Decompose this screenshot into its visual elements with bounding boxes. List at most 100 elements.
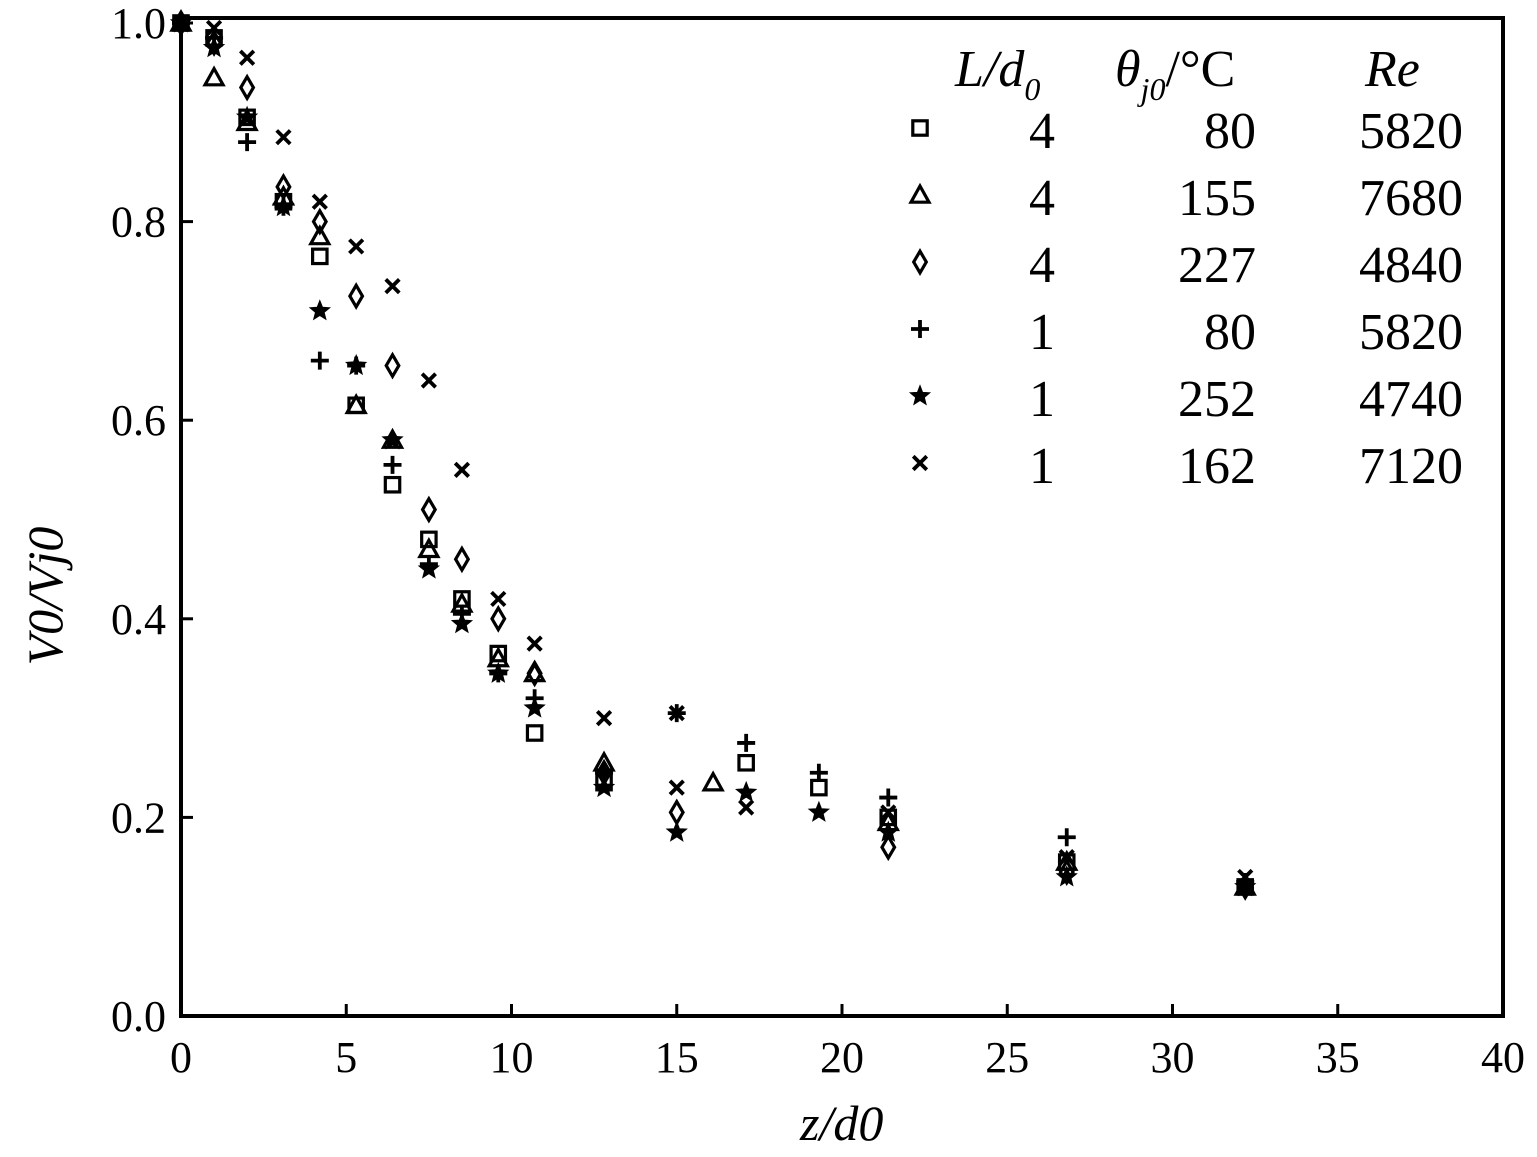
data-point-star (735, 780, 758, 803)
data-point-square (420, 530, 438, 549)
data-point-square (737, 753, 755, 772)
y-axis-title: V0/Vj0 (17, 527, 73, 666)
legend: L/d0 θj0/°C Re 4 80 5820 4 155 7680 4 227 4840 1 8… (908, 41, 1463, 495)
legend-ld0: 4 (1029, 170, 1055, 227)
data-point-cross (384, 278, 401, 295)
data-point-cross (1237, 868, 1254, 886)
data-point-star (450, 612, 474, 634)
x-tick-label: 10 (490, 1033, 534, 1082)
legend-row-plus: 1 80 5820 (911, 304, 1463, 361)
data-point-star (592, 775, 616, 798)
legend-theta: 162 (1178, 438, 1256, 495)
data-point-square (810, 778, 828, 797)
data-point-plus (737, 733, 756, 752)
series-layer (169, 9, 1257, 901)
legend-ld0: 4 (1029, 237, 1055, 294)
data-point-cross (348, 238, 365, 255)
series-cross (172, 14, 1254, 886)
data-point-triangle (308, 224, 332, 246)
data-point-triangle (344, 393, 368, 415)
x-axis-title: z/d0 (799, 1095, 883, 1151)
legend-ld0: 1 (1029, 371, 1055, 428)
data-point-star (523, 696, 546, 718)
data-point-star (487, 661, 510, 683)
legend-marker-plus (911, 320, 929, 338)
legend-theta: 227 (1178, 237, 1256, 294)
data-point-cross (668, 705, 685, 722)
legend-marker-diamond (911, 248, 929, 276)
y-tick-label: 0.2 (111, 793, 166, 842)
legend-marker-cross (911, 454, 929, 472)
data-point-cross (453, 461, 471, 478)
data-point-cross (595, 710, 613, 727)
data-point-star (381, 428, 404, 450)
data-point-star (417, 557, 440, 579)
data-point-triangle (202, 65, 226, 87)
data-point-star (665, 820, 688, 842)
data-point-diamond (453, 545, 471, 574)
y-tick-label: 0.4 (111, 595, 166, 644)
data-point-cross (275, 129, 292, 146)
y-tick-labels: 0.0 0.2 0.4 0.6 0.8 1.0 (111, 0, 166, 1041)
data-point-cross (526, 635, 543, 652)
data-point-plus (238, 133, 257, 152)
data-point-cross (880, 804, 897, 821)
y-tick-label: 0.0 (111, 992, 166, 1041)
axis-ticks (179, 21, 1505, 1018)
x-tick-label: 25 (985, 1033, 1029, 1082)
x-tick-label: 30 (1151, 1033, 1195, 1082)
series-plus (172, 14, 1255, 891)
series-diamond (172, 9, 1254, 901)
legend-re: 7120 (1359, 438, 1463, 495)
legend-re: 5820 (1359, 304, 1463, 361)
x-tick-labels: 0 5 10 15 20 25 30 35 40 (170, 1033, 1525, 1082)
data-point-square (525, 724, 544, 742)
legend-row-cross: 1 162 7120 (911, 438, 1463, 495)
data-point-star (202, 36, 226, 58)
legend-theta: 155 (1178, 170, 1256, 227)
legend-header-theta: θj0/°C (1115, 41, 1235, 107)
series-triangle (169, 10, 1257, 896)
plot-frame (179, 16, 1505, 1018)
data-point-diamond (880, 833, 897, 862)
data-point-plus (879, 788, 898, 807)
data-point-star (1234, 875, 1257, 897)
series-square (172, 14, 1255, 896)
data-point-plus (310, 351, 329, 370)
data-point-star (1055, 865, 1078, 887)
data-point-cross (239, 49, 256, 66)
svg-text:V0/Vj0: V0/Vj0 (17, 527, 73, 666)
data-point-diamond (384, 351, 401, 380)
data-point-square (383, 475, 402, 494)
legend-row-star: 1 252 4740 (908, 371, 1463, 428)
data-point-square (311, 247, 329, 266)
legend-ld0: 1 (1029, 304, 1055, 361)
legend-ld0: 4 (1029, 103, 1055, 160)
legend-re: 4740 (1359, 371, 1463, 428)
data-point-plus (809, 763, 828, 782)
data-point-star (308, 299, 331, 321)
y-tick-label: 1.0 (111, 0, 166, 48)
legend-theta: 252 (1178, 371, 1256, 428)
legend-row-diamond: 4 227 4840 (911, 237, 1463, 294)
legend-re: 5820 (1359, 103, 1463, 160)
data-point-cross (668, 779, 685, 796)
legend-marker-triangle (908, 182, 932, 204)
data-point-star (272, 195, 295, 217)
data-point-diamond (526, 659, 543, 688)
data-point-diamond (420, 495, 438, 524)
legend-header-re: Re (1364, 41, 1420, 98)
y-axis-title-main: V0/Vj0 (17, 527, 73, 666)
data-point-star (807, 800, 831, 822)
data-point-diamond (490, 604, 507, 633)
legend-re: 7680 (1359, 170, 1463, 227)
data-point-cross (311, 193, 328, 210)
svg-text:z/d0: z/d0 (799, 1095, 883, 1151)
data-point-star (877, 820, 900, 842)
data-point-cross (172, 14, 190, 32)
data-point-cross (738, 799, 755, 816)
legend-theta: 80 (1204, 304, 1256, 361)
x-tick-label: 20 (820, 1033, 864, 1082)
